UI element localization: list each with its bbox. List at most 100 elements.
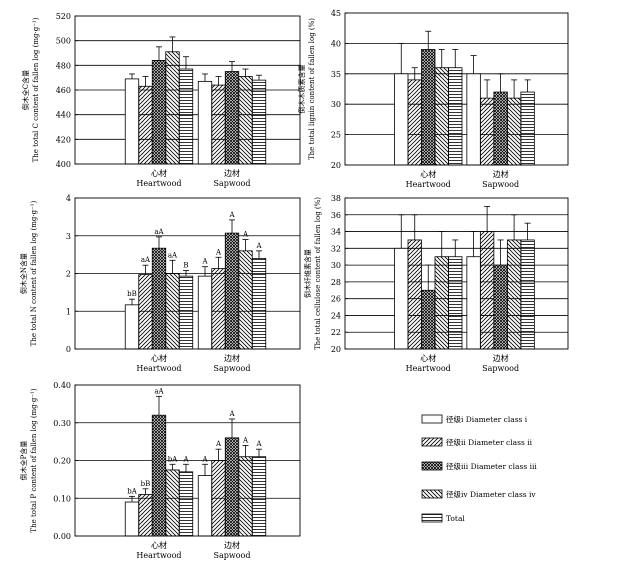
y-tick-label: 0.00 xyxy=(53,532,71,541)
bar xyxy=(197,475,213,537)
bar xyxy=(165,51,180,165)
y-tick-label: 0.10 xyxy=(53,494,71,503)
y-tick-label: 420 xyxy=(56,135,71,144)
bar xyxy=(138,494,153,537)
y-tick-label: 26 xyxy=(331,295,341,304)
bar xyxy=(178,68,194,165)
legend-swatch xyxy=(421,513,443,523)
plot-frame xyxy=(74,384,301,537)
bar xyxy=(224,437,240,537)
bar xyxy=(434,256,449,350)
y-axis-label: The total N content of fallen log (mg·g⁻… xyxy=(30,200,38,346)
plot-frame xyxy=(344,12,569,166)
category-label-cn: 边材 xyxy=(224,168,240,178)
data-label: A xyxy=(242,436,249,444)
category-label-cn: 边材 xyxy=(224,353,240,363)
data-label: aA xyxy=(154,228,164,236)
bar xyxy=(178,471,194,537)
data-label: A xyxy=(215,440,222,448)
y-tick-label: 0.40 xyxy=(53,381,71,390)
bar xyxy=(251,456,267,537)
data-label: aA xyxy=(154,387,164,395)
y-tick-label: 24 xyxy=(331,311,341,320)
y-tick-label: 28 xyxy=(331,278,341,287)
y-axis-label: The total cellulose content of fallen lo… xyxy=(314,197,322,350)
bar xyxy=(520,239,535,350)
bar xyxy=(479,231,495,350)
bar xyxy=(434,67,449,166)
legend-swatch xyxy=(421,437,443,447)
bar xyxy=(479,97,495,166)
category-label-en: Sapwood xyxy=(482,364,519,373)
category-label-en: Heartwood xyxy=(136,551,181,560)
data-label: A xyxy=(201,455,208,463)
data-label: B xyxy=(183,261,188,269)
category-label-cn: 心材 xyxy=(420,169,436,179)
y-tick-label: 25 xyxy=(331,131,341,140)
category-label-cn: 心材 xyxy=(151,168,167,178)
category-label-en: Sapwood xyxy=(214,364,251,373)
category-label-en: Heartwood xyxy=(406,364,451,373)
y-tick-label: 500 xyxy=(56,37,71,46)
bar xyxy=(448,67,463,166)
legend: 径级i Diameter class i 径级ii Diameter class … xyxy=(421,414,537,523)
category-label-en: Heartwood xyxy=(136,179,181,188)
data-label: A xyxy=(255,242,262,250)
legend-label: 径级ii Diameter class ii xyxy=(446,437,533,447)
bar xyxy=(165,273,180,350)
plot-frame xyxy=(74,15,301,165)
y-tick-label: 440 xyxy=(56,111,71,120)
y-tick-label: 480 xyxy=(56,61,71,70)
legend-label: 径级iii Diameter class iii xyxy=(446,461,537,471)
bar xyxy=(407,239,422,350)
y-axis-label: 倒木木质素含量 xyxy=(297,65,306,114)
bar xyxy=(211,268,226,350)
bar xyxy=(178,275,194,350)
category-label-en: Sapwood xyxy=(214,551,251,560)
y-tick-label: 20 xyxy=(331,345,341,354)
legend-swatch xyxy=(421,489,443,499)
y-tick-label: 35 xyxy=(331,70,341,79)
bar xyxy=(493,91,508,166)
data-label: bB xyxy=(127,290,137,298)
y-tick-label: 30 xyxy=(331,100,341,109)
category-label-cn: 边材 xyxy=(224,540,240,550)
y-tick-label: 0.30 xyxy=(53,419,71,428)
bar xyxy=(238,250,253,350)
y-axis-label: The total P content of fallen log (mg·g⁻… xyxy=(30,388,38,532)
bar xyxy=(238,456,253,537)
data-label: bB xyxy=(141,480,151,488)
bar xyxy=(151,60,167,165)
bar xyxy=(407,79,422,166)
data-label: bA xyxy=(168,455,178,463)
y-tick-label: 40 xyxy=(331,39,341,48)
y-tick-label: 45 xyxy=(331,9,341,18)
bar xyxy=(151,247,167,350)
category-label-en: Sapwood xyxy=(214,179,251,188)
plot-frame xyxy=(74,197,301,350)
y-axis-label: The total C content of fallen log (mg·g⁻… xyxy=(32,17,40,162)
data-label: A xyxy=(201,258,208,266)
bar xyxy=(251,257,267,350)
bar xyxy=(421,49,436,166)
bar xyxy=(448,256,463,350)
y-tick-label: 20 xyxy=(331,161,341,170)
bar xyxy=(466,256,481,350)
y-axis-label: 倒木全N含量 xyxy=(19,253,28,294)
data-label: A xyxy=(228,211,235,219)
y-tick-label: 4 xyxy=(66,194,71,203)
bar xyxy=(394,247,409,350)
bar xyxy=(211,84,226,165)
bar xyxy=(224,232,240,350)
bar xyxy=(506,97,522,166)
data-label: A xyxy=(242,231,249,239)
data-label: A xyxy=(228,410,235,418)
y-tick-label: 520 xyxy=(56,12,71,21)
bar xyxy=(124,78,140,165)
category-label-cn: 心材 xyxy=(151,353,167,363)
bar xyxy=(165,469,180,537)
